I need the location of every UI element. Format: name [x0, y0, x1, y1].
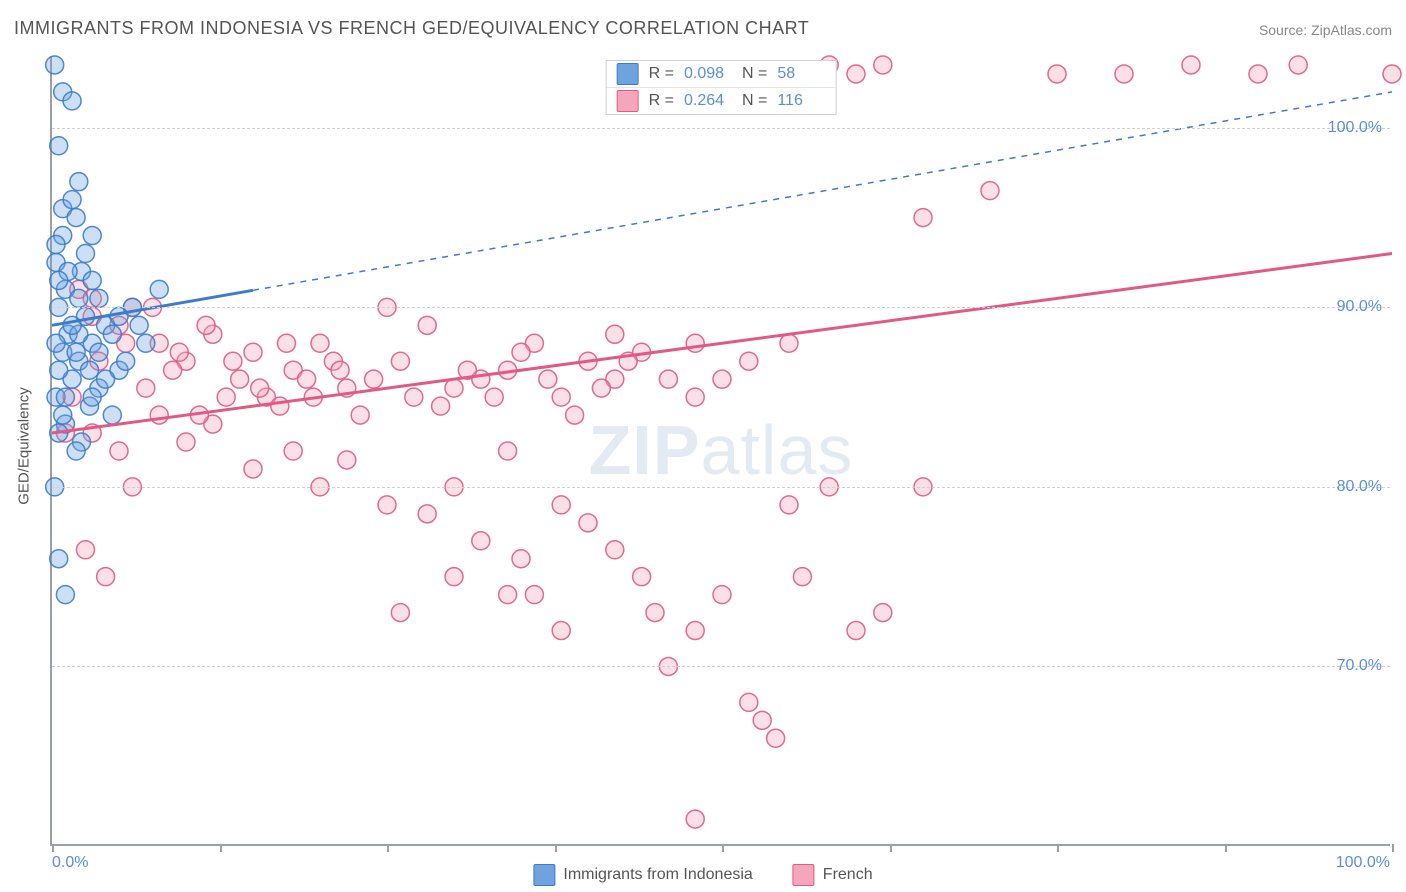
stats-legend-row-indonesia: R = 0.098 N = 58 [607, 61, 836, 87]
legend-item-french: French [793, 864, 873, 886]
gridline [52, 666, 1390, 667]
y-axis-label: GED/Equivalency [16, 387, 33, 505]
r-value-french: 0.264 [684, 92, 732, 110]
x-max-label: 100.0% [1336, 854, 1390, 872]
gridline [52, 487, 1390, 488]
y-tick-label: 100.0% [1328, 119, 1382, 137]
r-label: R = [649, 92, 674, 110]
legend-label-french: French [823, 866, 873, 884]
swatch-french [617, 90, 639, 112]
swatch-indonesia [533, 864, 555, 886]
r-value-indonesia: 0.098 [684, 65, 732, 83]
n-value-french: 116 [777, 92, 825, 110]
series-legend: Immigrants from Indonesia French [533, 864, 872, 886]
n-value-indonesia: 58 [777, 65, 825, 83]
swatch-french [793, 864, 815, 886]
swatch-indonesia [617, 63, 639, 85]
gridline [52, 128, 1390, 129]
x-tick [1225, 844, 1227, 852]
x-tick [387, 844, 389, 852]
plot-area: R = 0.098 N = 58 R = 0.264 N = 116 ZIPat… [50, 56, 1390, 846]
x-min-label: 0.0% [52, 854, 88, 872]
source-label: Source: ZipAtlas.com [1259, 22, 1392, 38]
y-tick-label: 70.0% [1337, 657, 1382, 675]
y-tick-label: 80.0% [1337, 478, 1382, 496]
stats-legend: R = 0.098 N = 58 R = 0.264 N = 116 [606, 60, 837, 115]
x-tick [1392, 844, 1394, 852]
legend-label-indonesia: Immigrants from Indonesia [563, 866, 752, 884]
x-tick [890, 844, 892, 852]
gridline [52, 307, 1390, 308]
x-tick [555, 844, 557, 852]
legend-item-indonesia: Immigrants from Indonesia [533, 864, 752, 886]
chart-title: IMMIGRANTS FROM INDONESIA VS FRENCH GED/… [14, 18, 809, 39]
x-tick [52, 844, 54, 852]
y-tick-label: 90.0% [1337, 298, 1382, 316]
r-label: R = [649, 65, 674, 83]
x-tick [220, 844, 222, 852]
chart-svg [52, 56, 1390, 844]
stats-legend-row-french: R = 0.264 N = 116 [607, 87, 836, 114]
x-tick [722, 844, 724, 852]
n-label: N = [742, 92, 767, 110]
x-tick [1057, 844, 1059, 852]
n-label: N = [742, 65, 767, 83]
